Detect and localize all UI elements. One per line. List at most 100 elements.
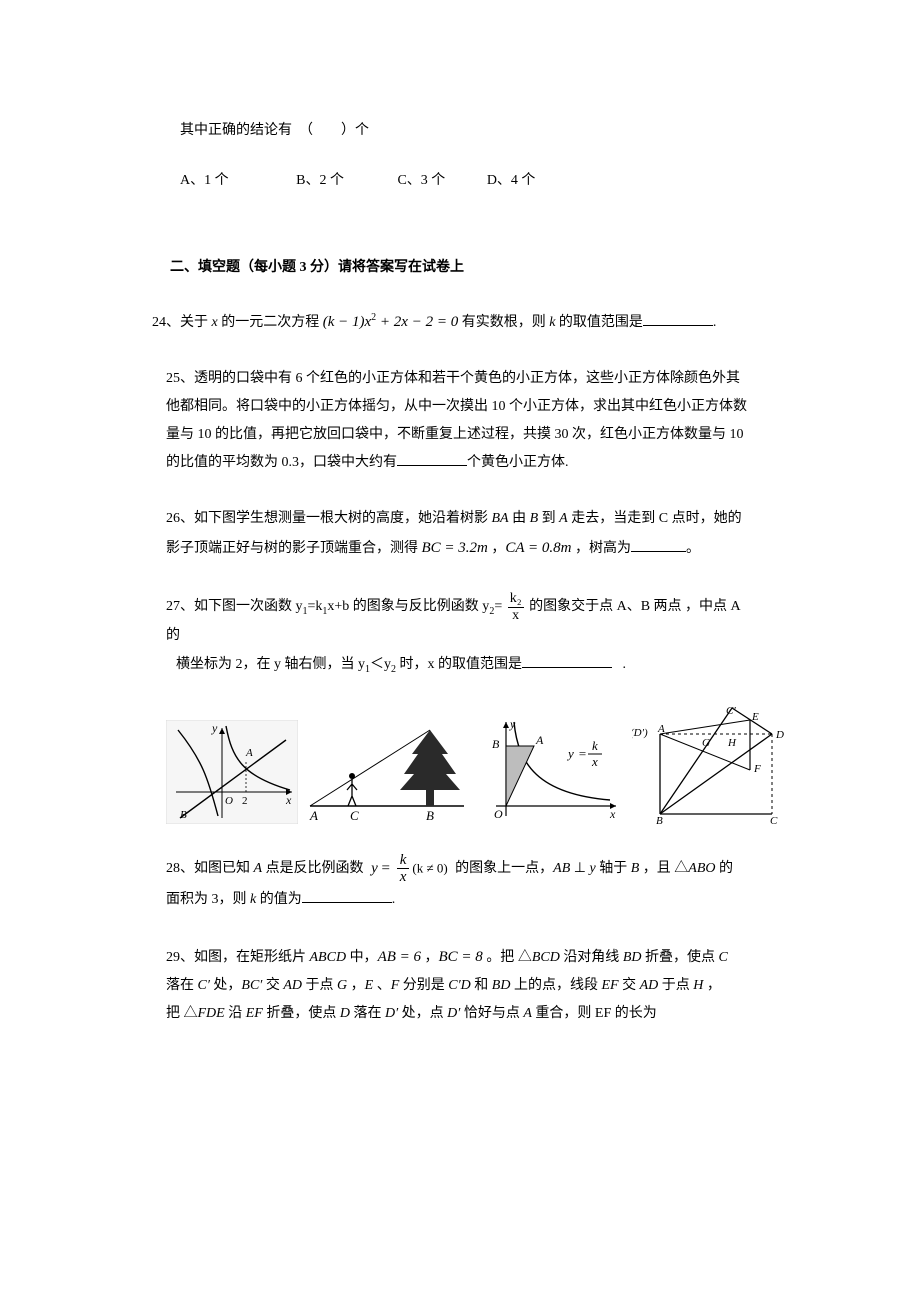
svg-text:A: A [245, 747, 253, 759]
eq: = [378, 860, 394, 876]
text: 中， [346, 950, 378, 965]
option-d: D、4 个 [487, 170, 536, 192]
figure-28-hyperbola-icon: y x O B A y = k x [476, 714, 626, 824]
pre-question-options: A、1 个 B、2 个 C、3 个 D、4 个 [180, 170, 750, 192]
den: x [508, 608, 524, 623]
svg-text:E: E [751, 711, 759, 723]
text: = [494, 599, 505, 614]
option-b: B、2 个 [296, 170, 344, 192]
var: BD [492, 978, 511, 993]
text: 于点 [658, 978, 693, 993]
svg-text:B: B [492, 737, 500, 751]
text: 于点 [302, 978, 337, 993]
question-29: 29、如图，在矩形纸片 ABCD 中，AB = 6 ，BC = 8 。把 △BC… [166, 942, 750, 1028]
text: ，树高为 [571, 541, 631, 556]
svg-text:C: C [770, 815, 778, 824]
text: . [713, 315, 717, 330]
figure-27-graph-icon: y x O 2 A B [166, 720, 298, 824]
num: k₂ [508, 591, 524, 607]
line: 28、如图已知 A 点是反比例函数 y = kx(k ≠ 0) 的图象上一点，A… [166, 852, 750, 886]
svg-text:x: x [609, 807, 616, 821]
figure-29-fold-icon: C′ E (D′) A G H D F B C [632, 706, 788, 824]
blank-input[interactable] [631, 538, 686, 552]
tri: △ [518, 950, 532, 965]
blank-input[interactable] [302, 889, 392, 903]
line: 29、如图，在矩形纸片 ABCD 中，AB = 6 ，BC = 8 。把 △BC… [166, 942, 750, 972]
question-28: 28、如图已知 A 点是反比例函数 y = kx(k ≠ 0) 的图象上一点，A… [166, 852, 750, 914]
svg-text:O: O [494, 807, 503, 821]
svg-text:A: A [309, 808, 318, 823]
line: 面积为 3，则 k 的值为. [166, 886, 750, 914]
text: 由 [509, 511, 530, 526]
var: ABCD [310, 950, 347, 965]
text: 走去，当走到 C 点时，她的 [568, 511, 742, 526]
var: A [559, 511, 568, 526]
var: C′D [448, 978, 471, 993]
text: 面积为 3，则 [166, 892, 250, 907]
var: EF [601, 978, 618, 993]
text: 恰好与点 [460, 1006, 523, 1021]
svg-text:x: x [285, 793, 292, 807]
text: 的一元二次方程 [218, 315, 323, 330]
figure-row: y x O 2 A B A C B y x O B A y = k [166, 706, 750, 824]
eq: (k ≠ 0) [412, 860, 447, 875]
svg-text:=: = [578, 746, 587, 761]
svg-text:O: O [225, 795, 233, 807]
text: 的 [715, 861, 733, 876]
svg-text:G: G [702, 737, 710, 749]
var: C [718, 950, 727, 965]
blank-input[interactable] [522, 654, 612, 668]
blank-input[interactable] [643, 312, 713, 326]
var: AD [640, 978, 659, 993]
svg-text:F: F [753, 763, 761, 775]
var: BD [623, 950, 642, 965]
text: 把 [166, 1006, 184, 1021]
text: 折叠，使点 [641, 950, 718, 965]
svg-text:B: B [180, 809, 187, 821]
text: 轴于 [596, 861, 631, 876]
text: =k [308, 599, 323, 614]
text: ⊥ [570, 861, 589, 876]
var: FDE [198, 1006, 225, 1021]
svg-text:B: B [426, 808, 434, 823]
var: D′ [385, 1006, 398, 1021]
text: 落在 [166, 978, 198, 993]
var: AB [553, 861, 570, 876]
var: E [365, 978, 374, 993]
text: ， [488, 541, 506, 556]
svg-text:A: A [535, 733, 544, 747]
blank-input[interactable] [397, 452, 467, 466]
svg-text:y: y [211, 721, 218, 735]
text: 、 [373, 978, 391, 993]
question-27: 27、如下图一次函数 y1=k1x+b 的图象与反比例函数 y2= k₂x 的图… [166, 591, 750, 678]
text: 影子顶端正好与树的影子顶端重合，测得 [166, 541, 422, 556]
line: 26、如下图学生想测量一根大树的高度，她沿着树影 BA 由 B 到 A 走去，当… [166, 505, 750, 533]
text: ， [347, 978, 365, 993]
var: EF [246, 1006, 263, 1021]
section-2-header: 二、填空题（每小题 3 分）请将答案写在试卷上 [170, 257, 750, 279]
text: 。 [686, 541, 700, 556]
svg-text:2: 2 [242, 795, 248, 807]
text: 分别是 [399, 978, 448, 993]
var: BCD [532, 950, 560, 965]
text: 和 [471, 978, 492, 993]
var: AD [283, 978, 302, 993]
text: 到 [538, 511, 559, 526]
eq: BC = 8 [439, 949, 483, 965]
eq: (k − 1) [323, 314, 365, 330]
svg-text:B: B [656, 815, 663, 824]
text: 27、如下图一次函数 y [166, 599, 303, 614]
text: 有实数根，则 [458, 315, 549, 330]
line: 27、如下图一次函数 y1=k1x+b 的图象与反比例函数 y2= k₂x 的图… [166, 591, 750, 648]
text: 沿 [225, 1006, 246, 1021]
text: 29、如图，在矩形纸片 [166, 950, 310, 965]
eq: y [371, 860, 378, 876]
svg-text:C′: C′ [726, 706, 736, 717]
line: 落在 C′ 处，BC′ 交 AD 于点 G ，E 、F 分别是 C′D 和 BD… [166, 972, 750, 1000]
text: ， [703, 978, 721, 993]
text: 交 [619, 978, 640, 993]
var: A [523, 1006, 532, 1021]
var: D [340, 1006, 350, 1021]
svg-text:H: H [727, 737, 737, 749]
svg-text:D: D [775, 729, 784, 741]
